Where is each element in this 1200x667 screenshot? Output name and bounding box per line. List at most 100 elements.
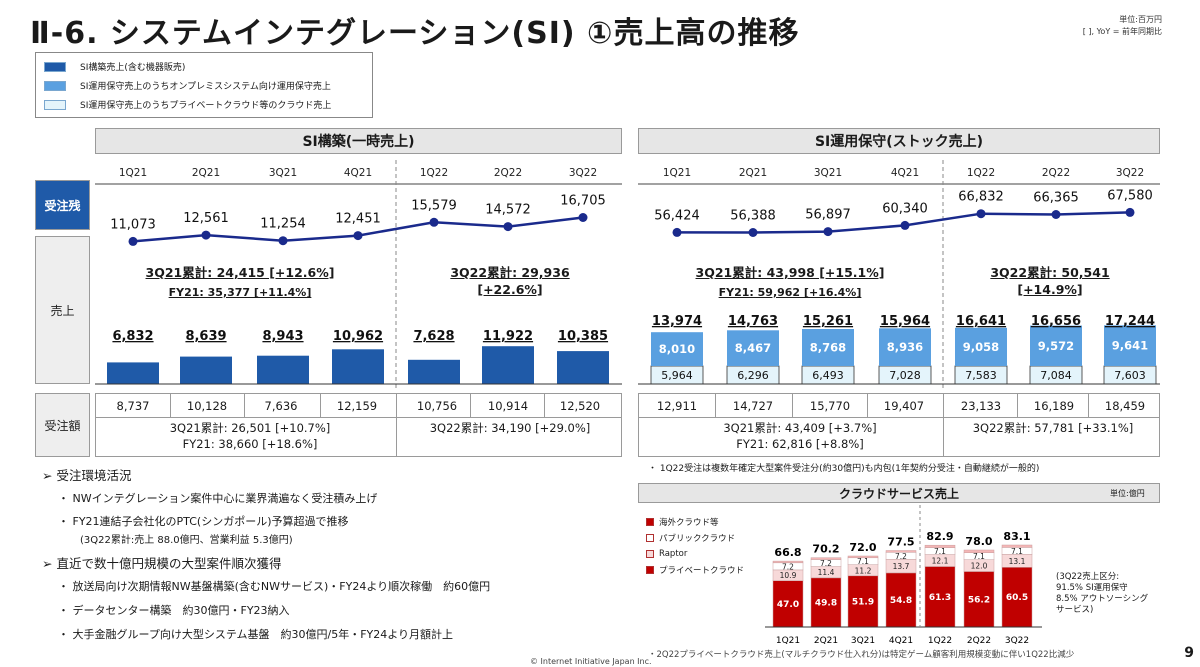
- quarter-label: 1Q22: [967, 167, 995, 179]
- onprem-bar-label: 9,572: [1038, 339, 1074, 353]
- cloud-bar-label: 6,296: [737, 369, 769, 382]
- cloud-bar-segment: [1001, 567, 1033, 628]
- build-bar: [408, 359, 460, 384]
- onprem-bar-label: 8,010: [659, 342, 695, 356]
- backlog-label: 56,897: [805, 208, 851, 223]
- cloud-legend-item: プライベートクラウド: [646, 562, 744, 578]
- divider: [470, 393, 471, 417]
- cloud-segment-label: 7.1: [973, 552, 985, 561]
- orders-cell: 7,636: [264, 399, 298, 413]
- onprem-bar: [651, 332, 703, 366]
- cloud-bar-label: 7,084: [1040, 369, 1072, 382]
- maint-total-label: 14,763: [728, 314, 778, 329]
- onprem-bar: [1104, 325, 1156, 366]
- cloud-bar-segment: [847, 575, 879, 628]
- cloud-segment-label: 7.2: [895, 552, 907, 561]
- backlog-label: 56,388: [730, 209, 776, 224]
- notes-item: (3Q22累計:売上 88.0億円、営業利益 5.3億円): [80, 535, 293, 546]
- onprem-bar-label: 8,936: [887, 340, 923, 354]
- si-build-sum-3q22: 3Q22累計: 29,936: [450, 265, 570, 280]
- backlog-point: [429, 217, 439, 227]
- cloud-segment-label: 7.2: [820, 559, 832, 568]
- divider: [1088, 393, 1089, 417]
- orders-cell: 19,407: [883, 399, 925, 413]
- cloud-total-label: 70.2: [812, 543, 839, 556]
- cloud-quarter-label: 3Q21: [851, 636, 875, 646]
- backlog-label: 12,451: [335, 212, 381, 227]
- build-bar: [557, 351, 609, 384]
- cloud-segment-label: 12.0: [971, 562, 988, 571]
- quarter-label: 4Q21: [344, 167, 372, 179]
- cloud-total-label: 82.9: [926, 530, 953, 543]
- divider: [792, 393, 793, 417]
- notes-item: ・ NWインテグレーション案件中心に業界満遍なく受注積み上げ: [58, 492, 378, 505]
- si-build-orders-fy21: FY21: 38,660 [+18.6%]: [182, 437, 318, 451]
- maint-total-label: 15,964: [880, 314, 930, 329]
- divider: [1017, 393, 1018, 417]
- onprem-bar: [1030, 325, 1082, 366]
- divider: [396, 417, 397, 457]
- onprem-bar-label: 9,641: [1112, 339, 1148, 353]
- backlog-label: 15,579: [411, 198, 457, 213]
- cloud-segment-label: 11.2: [855, 566, 872, 575]
- backlog-label: 56,424: [654, 208, 700, 223]
- divider: [544, 393, 545, 417]
- onprem-bar-label: 8,768: [810, 341, 846, 355]
- quarter-label: 3Q21: [814, 167, 842, 179]
- cloud-quarter-label: 3Q22: [1005, 636, 1029, 646]
- build-bar-label: 11,922: [483, 329, 533, 344]
- cloud-bar-label: 7,028: [889, 369, 921, 382]
- row-label-sales: 売上: [35, 236, 90, 384]
- unit-line-2: [ ], YoY = 前年同期比: [1082, 27, 1162, 36]
- si-maint-orders-sum-3q22: 3Q22累計: 57,781 [+33.1%]: [972, 421, 1134, 435]
- onprem-bar: [955, 327, 1007, 366]
- si-maint-fy21: FY21: 59,962 [+16.4%]: [718, 286, 862, 299]
- divider: [867, 393, 868, 417]
- backlog-label: 67,580: [1107, 188, 1153, 203]
- legend-swatch: [646, 550, 654, 558]
- orders-cell: 18,459: [1104, 399, 1146, 413]
- si-build-fy21: FY21: 35,377 [+11.4%]: [168, 286, 312, 299]
- build-bar-label: 6,832: [112, 329, 153, 344]
- maint-total-label: 15,261: [803, 314, 853, 329]
- build-bar-label: 8,639: [185, 329, 226, 344]
- backlog-label: 12,561: [183, 211, 229, 226]
- si-charts: 1Q21 2Q21 3Q21 4Q21 1Q22 2Q22 3Q22 1Q21 2Q21 3Q21…: [95, 160, 1160, 390]
- quarter-label: 1Q21: [663, 167, 691, 179]
- cloud-bar-label: 6,493: [812, 369, 844, 382]
- quarter-label: 4Q21: [891, 167, 919, 179]
- si-build-sum-3q21: 3Q21累計: 24,415 [+12.6%]: [145, 265, 335, 280]
- cloud-bar-segment: [885, 550, 917, 553]
- backlog-point: [278, 236, 288, 246]
- backlog-point: [503, 222, 513, 232]
- legend-swatch: [44, 61, 66, 72]
- cloud-segment-label: 51.9: [852, 597, 874, 607]
- cloud-title: クラウドサービス売上: [838, 486, 959, 501]
- notes-heading-2: ➢ 直近で数十億円規模の大型案件順次獲得: [42, 556, 282, 571]
- divider: [396, 393, 397, 417]
- sales-legend: SI構築売上(含む機器販売) SI運用保守売上のうちオンプレミスシステム向け運用…: [35, 52, 373, 118]
- cloud-segment-label: 7.2: [782, 562, 794, 571]
- cloud-total-label: 77.5: [887, 536, 914, 549]
- cloud-segment-label: 7.1: [1011, 547, 1023, 556]
- backlog-label: 14,572: [485, 203, 531, 218]
- si-maint-yoy-3q22: [+14.9%]: [1017, 282, 1083, 297]
- si-build-orders-sum-3q22: 3Q22累計: 34,190 [+29.0%]: [429, 421, 591, 435]
- divider: [320, 393, 321, 417]
- quarter-label: 3Q22: [1116, 167, 1144, 179]
- si-build-orders-table: [95, 393, 622, 457]
- cloud-chart: 47.010.97.266.81Q2149.811.47.270.22Q2151…: [765, 505, 1042, 646]
- backlog-point: [672, 227, 682, 237]
- cloud-bar-label: 7,583: [965, 369, 997, 382]
- cloud-legend: 海外クラウド等 パブリッククラウド Raptor プライベートクラウド: [646, 514, 744, 578]
- cloud-quarter-label: 1Q21: [776, 636, 800, 646]
- cloud-panel-title: クラウドサービス売上: [638, 483, 1160, 503]
- quarter-label: 3Q22: [569, 167, 597, 179]
- cloud-bar-label: 5,964: [661, 369, 693, 382]
- side-note-line: (3Q22売上区分:: [1056, 572, 1120, 582]
- build-bar: [180, 356, 232, 384]
- backlog-label: 66,832: [958, 190, 1004, 205]
- cloud-quarter-label: 2Q21: [814, 636, 838, 646]
- backlog-point: [1051, 210, 1061, 219]
- build-bar: [482, 346, 534, 384]
